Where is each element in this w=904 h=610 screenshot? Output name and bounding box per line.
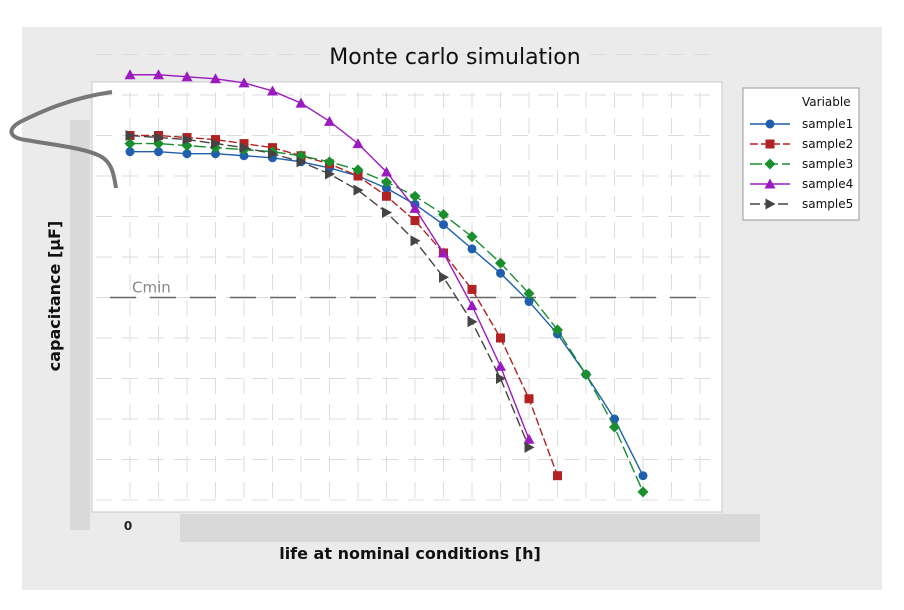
legend-label: sample4 bbox=[802, 177, 853, 191]
data-point-sample1-14 bbox=[524, 297, 534, 307]
series-line-sample2 bbox=[130, 134, 559, 476]
data-point-sample1-3 bbox=[211, 149, 220, 159]
series-layer bbox=[124, 69, 649, 498]
data-point-sample2-4 bbox=[239, 139, 249, 149]
data-point-sample2-13 bbox=[496, 333, 505, 343]
data-point-sample5-10 bbox=[410, 235, 421, 247]
data-point-sample5-3 bbox=[211, 138, 221, 150]
data-point-sample3-7 bbox=[324, 156, 335, 168]
data-point-sample2-14 bbox=[524, 394, 534, 404]
data-point-sample4-3 bbox=[210, 73, 221, 84]
legend-item-sample5: sample5 bbox=[750, 197, 853, 211]
data-point-sample4-2 bbox=[181, 71, 193, 82]
data-point-sample3-8 bbox=[352, 164, 364, 176]
legend-label: sample5 bbox=[802, 197, 853, 211]
legend-label: sample1 bbox=[802, 117, 853, 131]
data-point-sample3-16 bbox=[580, 368, 592, 380]
data-point-sample3-11 bbox=[438, 208, 449, 220]
legend-item-sample4: sample4 bbox=[750, 177, 853, 191]
data-point-sample4-14 bbox=[523, 433, 535, 444]
grid-lines bbox=[96, 54, 718, 508]
data-point-sample2-3 bbox=[211, 135, 220, 145]
data-point-sample4-5 bbox=[267, 85, 278, 96]
data-point-sample5-4 bbox=[239, 142, 250, 154]
data-point-sample2-9 bbox=[382, 191, 391, 201]
data-point-sample4-13 bbox=[495, 360, 506, 371]
data-point-sample1-4 bbox=[239, 151, 249, 161]
data-point-sample5-12 bbox=[467, 316, 478, 328]
y-axis-band bbox=[70, 120, 90, 530]
data-point-sample3-18 bbox=[637, 486, 649, 498]
x-tick-label: 0 bbox=[124, 519, 132, 533]
data-point-sample5-1 bbox=[154, 132, 164, 144]
data-point-sample4-10 bbox=[409, 202, 421, 213]
data-point-sample4-0 bbox=[124, 69, 136, 80]
data-point-sample4-6 bbox=[295, 97, 307, 108]
legend-marker bbox=[764, 178, 776, 189]
data-point-sample1-11 bbox=[439, 220, 448, 230]
data-point-sample1-13 bbox=[496, 268, 505, 278]
data-point-sample4-8 bbox=[352, 138, 364, 149]
data-point-sample5-0 bbox=[125, 130, 136, 141]
y-axis-label: capacitance [μF] bbox=[45, 221, 64, 372]
data-point-sample1-1 bbox=[154, 147, 163, 157]
data-point-sample4-11 bbox=[438, 247, 449, 258]
data-point-sample4-9 bbox=[381, 166, 392, 177]
legend-title: Variable bbox=[802, 95, 851, 109]
legend-box bbox=[742, 87, 860, 221]
series-sample5 bbox=[125, 130, 535, 453]
data-point-sample4-1 bbox=[153, 69, 164, 80]
legend-marker bbox=[765, 139, 775, 149]
x-axis-label: life at nominal conditions [h] bbox=[279, 544, 541, 563]
data-point-sample2-15 bbox=[553, 471, 562, 481]
data-point-sample2-12 bbox=[467, 284, 477, 294]
data-point-sample2-10 bbox=[410, 216, 420, 226]
data-point-sample3-9 bbox=[381, 176, 392, 188]
legend: Variable sample1 sample2 sample3 sample4 sam… bbox=[742, 87, 860, 221]
data-point-sample2-8 bbox=[353, 171, 363, 181]
data-point-sample5-14 bbox=[524, 441, 535, 453]
legend-item-sample3: sample3 bbox=[750, 157, 853, 171]
data-point-sample3-15 bbox=[552, 324, 563, 336]
legend-marker bbox=[764, 158, 776, 170]
data-point-sample1-18 bbox=[638, 471, 648, 481]
data-point-sample5-8 bbox=[353, 184, 364, 196]
x-axis-band bbox=[180, 514, 760, 542]
chart-title: Monte carlo simulation bbox=[329, 45, 580, 70]
data-point-sample4-7 bbox=[324, 115, 335, 126]
data-point-sample3-14 bbox=[523, 287, 535, 299]
data-point-sample4-12 bbox=[466, 300, 478, 311]
cmin-label: Cmin bbox=[132, 279, 171, 297]
data-point-sample4-4 bbox=[238, 77, 250, 88]
data-point-sample1-12 bbox=[467, 244, 477, 254]
legend-item-sample2: sample2 bbox=[750, 137, 853, 151]
data-point-sample3-17 bbox=[609, 421, 620, 433]
legend-label: sample3 bbox=[802, 157, 853, 171]
data-point-sample3-12 bbox=[466, 231, 478, 243]
legend-item-sample1: sample1 bbox=[750, 117, 853, 131]
data-point-sample3-13 bbox=[495, 257, 506, 269]
data-point-sample1-9 bbox=[382, 183, 391, 193]
data-point-sample5-6 bbox=[296, 156, 307, 168]
data-point-sample5-13 bbox=[496, 373, 506, 384]
data-point-sample3-10 bbox=[409, 190, 421, 202]
data-point-sample5-2 bbox=[182, 134, 193, 146]
legend-label: sample2 bbox=[802, 137, 853, 151]
distribution-curve bbox=[9, 90, 118, 189]
data-point-sample5-9 bbox=[382, 206, 392, 218]
data-point-sample5-7 bbox=[325, 168, 335, 180]
series-sample4 bbox=[124, 69, 535, 444]
data-point-sample5-11 bbox=[439, 271, 449, 283]
data-point-sample1-2 bbox=[182, 149, 192, 159]
data-point-sample3-0 bbox=[124, 138, 136, 150]
data-point-sample1-17 bbox=[610, 414, 619, 424]
data-point-sample5-5 bbox=[268, 148, 278, 160]
data-point-sample1-0 bbox=[125, 147, 135, 157]
legend-marker bbox=[765, 119, 775, 129]
legend-marker bbox=[765, 198, 776, 210]
